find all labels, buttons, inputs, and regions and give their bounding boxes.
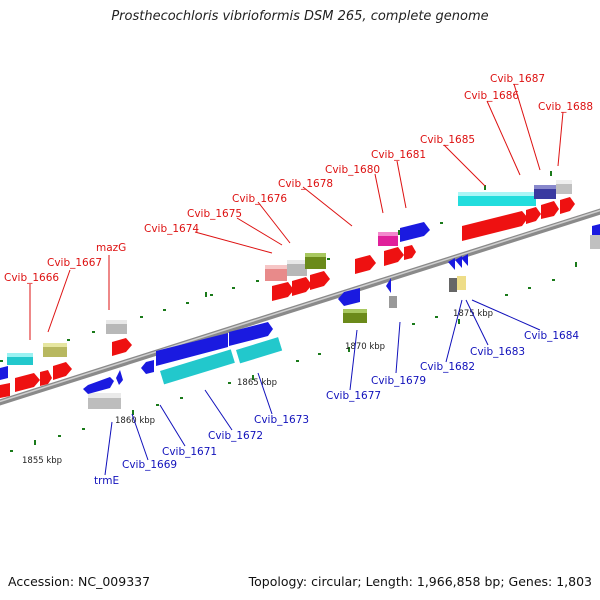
gene-arrow-red-1675[interactable] <box>292 277 312 296</box>
label-cvib-1666[interactable]: Cvib_1666 <box>4 272 59 284</box>
gene-arrow-blue-1681[interactable] <box>400 222 430 242</box>
gene-block-olive-left[interactable] <box>43 343 67 357</box>
label-cvib-1676[interactable]: Cvib_1676 <box>232 193 287 205</box>
gene-arrow-red-1685[interactable] <box>462 211 528 241</box>
gene-block-magenta[interactable] <box>378 232 398 246</box>
gene-arrow-red-1680[interactable] <box>355 255 376 274</box>
label-cvib-1671[interactable]: Cvib_1671 <box>162 446 217 458</box>
gene-arrow-blue-1672b[interactable] <box>229 322 273 346</box>
gene-arrow-red-1681[interactable] <box>384 247 404 266</box>
gene-block-olive-1677[interactable] <box>343 309 367 323</box>
gene-arrow-red-c[interactable] <box>40 370 52 386</box>
label-cvib-1672[interactable]: Cvib_1672 <box>208 430 263 442</box>
gene-arrow-red-d[interactable] <box>53 362 72 380</box>
gene-arrows-blue-1682[interactable] <box>448 254 468 270</box>
label-cvib-1681[interactable]: Cvib_1681 <box>371 149 426 161</box>
gene-block-grey-right-lower[interactable] <box>590 235 600 249</box>
gene-block-grey-right[interactable] <box>556 180 572 194</box>
label-cvib-1683[interactable]: Cvib_1683 <box>470 346 525 358</box>
gene-arrow-blue-right-edge[interactable] <box>592 224 600 237</box>
genome-title: Prosthecochloris vibrioformis DSM 265, c… <box>111 9 489 24</box>
label-cvib-1687[interactable]: Cvib_1687 <box>490 73 545 85</box>
gene-arrow-blue-1[interactable] <box>0 366 8 380</box>
top-gene-labels: Cvib_1666 Cvib_1667 mazG Cvib_1674 Cvib_… <box>4 73 593 284</box>
gene-block-cyan-right[interactable] <box>458 192 536 206</box>
label-cvib-1677[interactable]: Cvib_1677 <box>326 390 381 402</box>
accession-label: Accession: NC_009337 <box>8 574 151 589</box>
gene-arrow-blue-1672a[interactable] <box>156 333 228 366</box>
gene-arrow-red-1681b[interactable] <box>404 245 416 260</box>
label-cvib-1684[interactable]: Cvib_1684 <box>524 330 579 342</box>
label-cvib-1675[interactable]: Cvib_1675 <box>187 208 242 220</box>
label-cvib-1674[interactable]: Cvib_1674 <box>144 223 199 235</box>
gene-arrow-red-1686[interactable] <box>526 207 541 224</box>
scale-label-1870: 1870 kbp <box>345 342 385 352</box>
scale-label-1865: 1865 kbp <box>237 378 277 388</box>
gene-arrow-blue-1671[interactable] <box>141 360 154 374</box>
gene-arrow-red-1674[interactable] <box>272 282 294 301</box>
gene-arrow-red-a[interactable] <box>0 383 10 398</box>
label-cvib-1679[interactable]: Cvib_1679 <box>371 375 426 387</box>
gene-arrow-red-1676[interactable] <box>310 271 330 290</box>
gene-arrow-red-mazg[interactable] <box>112 338 132 356</box>
gene-block-pink[interactable] <box>265 265 287 281</box>
top-leader-lines <box>29 83 564 340</box>
gene-arrow-blue-1677[interactable] <box>338 288 360 306</box>
label-cvib-1678[interactable]: Cvib_1678 <box>278 178 333 190</box>
label-trme[interactable]: trmE <box>94 475 119 487</box>
scale-label-1855: 1855 kbp <box>22 456 62 466</box>
gene-arrow-red-1687[interactable] <box>541 201 559 219</box>
gene-block-grey-1679[interactable] <box>389 296 397 308</box>
label-mazg[interactable]: mazG <box>96 242 126 254</box>
gene-block-grey-mazg[interactable] <box>106 320 127 334</box>
label-cvib-1688[interactable]: Cvib_1688 <box>538 101 593 113</box>
gene-arrow-red-1688[interactable] <box>560 197 575 214</box>
gene-block-1683[interactable] <box>449 276 466 292</box>
gene-arrow-blue-trme[interactable] <box>83 377 114 394</box>
gene-block-cyan-1672[interactable] <box>160 349 235 385</box>
genome-summary: Topology: circular; Length: 1,966,858 bp… <box>248 574 592 589</box>
tick-track-lower <box>10 279 555 452</box>
gene-arrow-red-b[interactable] <box>15 373 40 392</box>
gene-arrow-blue-1669[interactable] <box>116 370 123 385</box>
label-cvib-1667[interactable]: Cvib_1667 <box>47 257 102 269</box>
label-cvib-1686[interactable]: Cvib_1686 <box>464 90 519 102</box>
scale-label-1860: 1860 kbp <box>115 416 155 426</box>
bottom-gene-labels: trmE Cvib_1669 Cvib_1671 Cvib_1672 Cvib_… <box>94 330 579 487</box>
genome-backbone <box>0 208 600 406</box>
gene-block-olive-mid[interactable] <box>305 253 326 269</box>
label-cvib-1685[interactable]: Cvib_1685 <box>420 134 475 146</box>
label-cvib-1682[interactable]: Cvib_1682 <box>420 361 475 373</box>
label-cvib-1673[interactable]: Cvib_1673 <box>254 414 309 426</box>
label-cvib-1680[interactable]: Cvib_1680 <box>325 164 380 176</box>
gene-block-navy[interactable] <box>534 185 556 199</box>
label-cvib-1669[interactable]: Cvib_1669 <box>122 459 177 471</box>
gene-block-grey-trme[interactable] <box>88 393 121 409</box>
gene-block-cyan-1673[interactable] <box>235 337 283 364</box>
gene-block-cyan-left[interactable] <box>7 353 33 365</box>
gene-block-grey-mid[interactable] <box>287 260 307 276</box>
bottom-leader-lines <box>104 299 541 476</box>
gene-arrow-blue-1679[interactable] <box>386 278 391 293</box>
